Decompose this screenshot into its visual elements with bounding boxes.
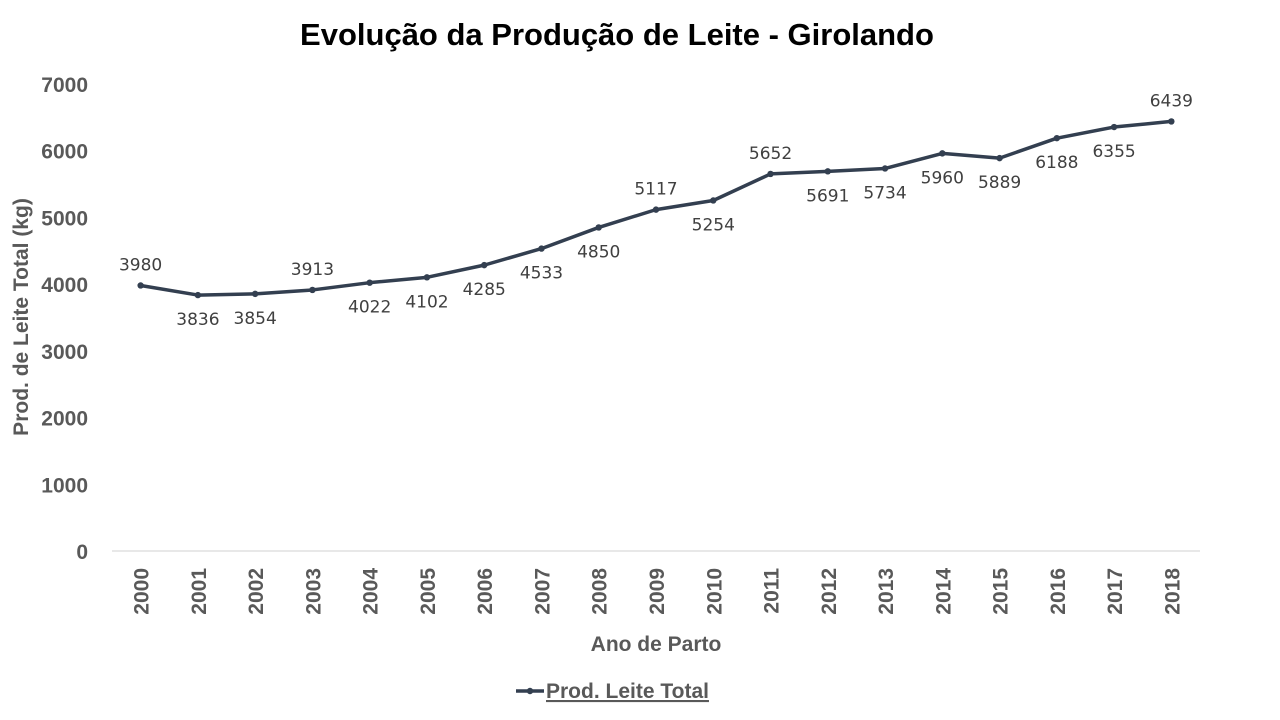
x-tick-label: 2006: [474, 568, 497, 615]
legend-entry: Prod. Leite Total: [546, 680, 709, 703]
data-label: 5889: [978, 173, 1021, 193]
data-label: 3980: [119, 255, 162, 275]
data-point: [423, 274, 431, 281]
x-tick-label: 2009: [646, 568, 669, 615]
y-tick-label: 5000: [41, 207, 88, 230]
x-tick-label: 2011: [761, 568, 784, 614]
data-label: 6355: [1092, 142, 1135, 162]
data-label: 5652: [749, 144, 792, 164]
data-point: [366, 279, 373, 286]
data-label: 4285: [463, 280, 506, 300]
data-label: 5254: [692, 215, 735, 235]
data-point: [710, 197, 717, 204]
y-axis: 0 1000 2000 3000 4000 5000 6000 7000: [41, 74, 88, 564]
x-tick-label: 2005: [417, 568, 440, 615]
x-tick-label: 2000: [131, 568, 154, 615]
data-point: [595, 224, 602, 231]
x-tick-label: 2014: [932, 568, 955, 615]
x-tick-label: 2016: [1047, 568, 1070, 615]
y-tick-label: 0: [76, 541, 88, 564]
data-point: [1053, 134, 1061, 142]
y-tick-label: 6000: [41, 141, 88, 164]
data-point: [194, 291, 202, 299]
y-tick-label: 2000: [41, 408, 88, 431]
x-tick-label: 2003: [302, 568, 325, 615]
data-point: [881, 165, 889, 172]
y-tick-label: 3000: [41, 341, 88, 364]
data-point: [309, 286, 316, 294]
x-axis-label: Ano de Parto: [591, 633, 722, 656]
data-point: [767, 170, 774, 178]
x-tick-label: 2004: [360, 568, 383, 615]
x-tick-label: 2013: [875, 568, 898, 615]
data-label: 3913: [291, 260, 334, 280]
data-label: 6439: [1150, 91, 1193, 111]
x-tick-label: 2007: [531, 568, 554, 615]
data-point: [824, 168, 831, 175]
data-point: [137, 282, 144, 289]
data-label: 6188: [1035, 153, 1078, 173]
data-label: 5734: [863, 183, 906, 203]
data-label: 5117: [634, 180, 677, 200]
legend: Prod. Leite Total: [516, 680, 709, 703]
x-tick-label: 2012: [818, 568, 841, 615]
y-tick-label: 1000: [41, 474, 88, 497]
data-point: [939, 150, 946, 157]
x-tick-label: 2008: [589, 568, 612, 615]
x-tick-label: 2017: [1104, 568, 1127, 615]
data-label: 5691: [806, 186, 849, 206]
data-label: 4850: [577, 242, 620, 262]
x-tick-label: 2018: [1161, 568, 1184, 615]
legend-marker-swatch: [526, 687, 534, 695]
x-tick-label: 2010: [703, 568, 726, 615]
data-labels: 3980 3836 3854 3913 4022 4102 4285 4533 4850 5117…: [119, 91, 1193, 330]
data-label: 4533: [520, 264, 563, 284]
data-point: [996, 154, 1003, 162]
x-tick-label: 2001: [188, 568, 211, 615]
data-point: [481, 261, 488, 269]
data-label: 3836: [176, 310, 219, 330]
data-label: 4102: [405, 292, 448, 312]
data-point: [1168, 118, 1175, 125]
y-axis-label: Prod. de Leite Total (kg): [10, 198, 33, 436]
x-tick-label: 2002: [245, 568, 268, 615]
x-axis: 2000 2001 2002 2003 2004 2005 2006 2007 2008 2009…: [131, 568, 1185, 615]
data-point: [538, 245, 545, 252]
data-point: [251, 290, 259, 298]
data-point: [1110, 123, 1118, 131]
data-point: [652, 206, 660, 213]
data-label: 4022: [348, 298, 391, 318]
y-tick-label: 7000: [41, 74, 88, 97]
data-label: 5960: [921, 168, 964, 188]
y-tick-label: 4000: [41, 274, 88, 297]
series-group: [137, 118, 1175, 299]
x-tick-label: 2015: [990, 568, 1013, 615]
chart-title: Evolução da Produção de Leite - Giroland…: [300, 17, 934, 52]
data-label: 3854: [234, 309, 277, 329]
